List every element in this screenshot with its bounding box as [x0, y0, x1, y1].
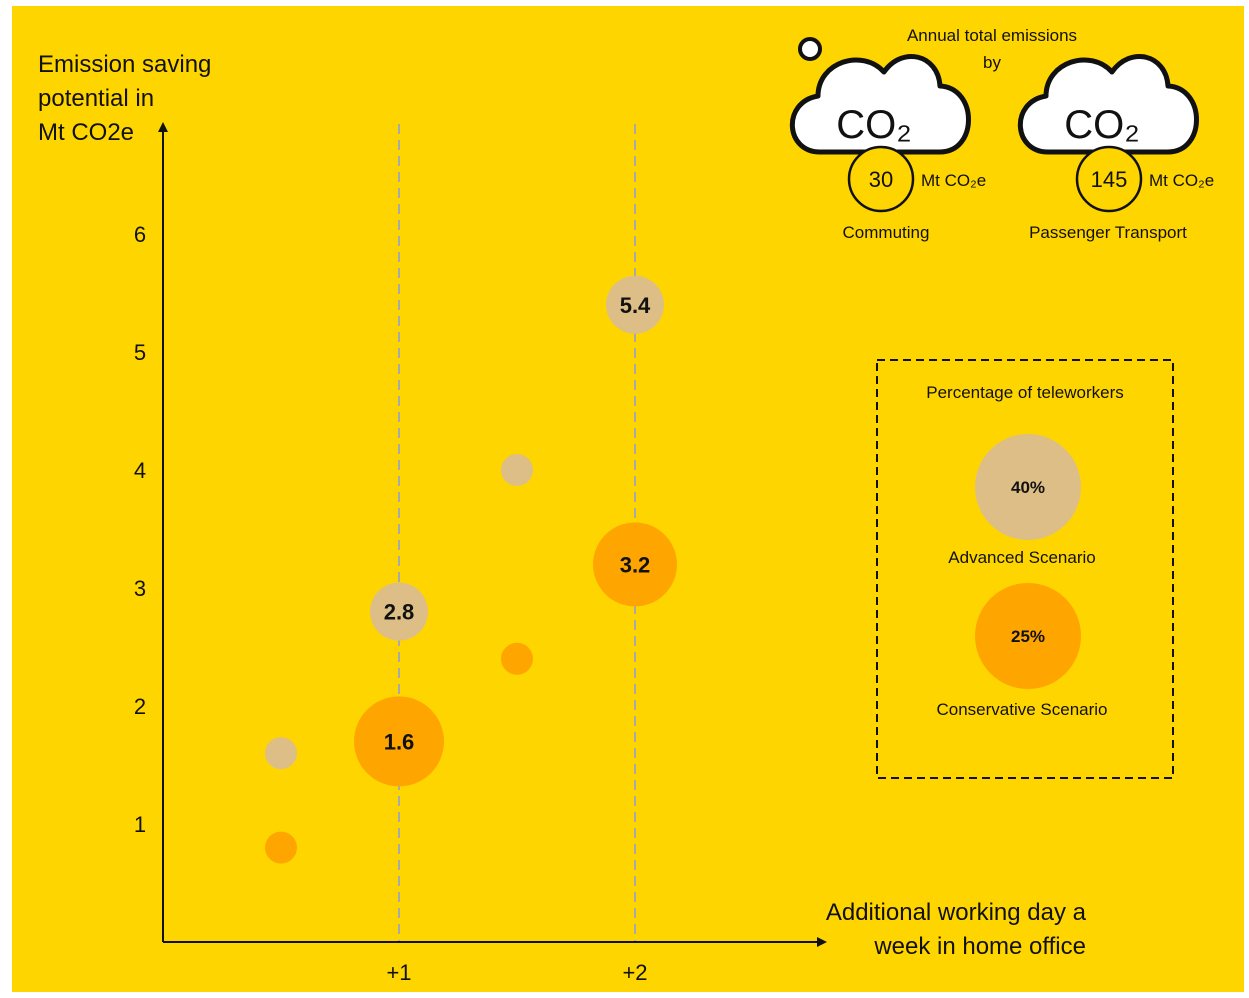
small-cloud-circle: [798, 37, 822, 61]
legend-bubble-1: [975, 434, 1081, 540]
emission-value: 145: [1091, 167, 1128, 192]
x-tick-label: +2: [622, 960, 647, 985]
emission-unit: Mt CO₂e: [1149, 171, 1214, 190]
legend-series-name: Advanced Scenario: [948, 548, 1095, 567]
emission-category-passenger-transport: Passenger Transport: [1029, 223, 1187, 242]
y-axis-label-line-1: Emission saving: [38, 51, 212, 78]
cloud-co2-text: CO₂: [1064, 103, 1140, 147]
y-tick-label: 2: [134, 694, 146, 719]
conservative-bubble: [265, 831, 297, 864]
emissions-title-line-1: Annual total emissions: [907, 26, 1077, 45]
advanced-bubble: [265, 737, 297, 770]
legend-box: [876, 359, 1174, 779]
emission-value: 30: [869, 167, 893, 192]
cloud-co2-text: CO₂: [836, 103, 912, 147]
bubble-value-label: 2.8: [384, 600, 415, 625]
y-axis-label-line-3: Mt CO2e: [38, 119, 135, 146]
y-axis-label: Emission saving potential in Mt CO2e: [38, 48, 211, 150]
emission-value-circle: [847, 145, 915, 213]
y-tick-label: 6: [134, 222, 146, 247]
emission-value-circle: [1075, 145, 1143, 213]
legend-series-name: Conservative Scenario: [936, 700, 1107, 719]
y-tick-label: 4: [134, 458, 146, 483]
cloud-icon: CO₂: [1017, 54, 1199, 155]
bubble-chart: 1 2 3 4 5 6 +1 +2 2.8 5.4 1.6 3.2 Annual total emi…: [134, 26, 1214, 985]
y-tick-label: 3: [134, 576, 146, 601]
conservative-bubble: [501, 642, 533, 675]
bubble-value-label: 3.2: [620, 552, 651, 577]
x-axis-label-line-2: week in home office: [874, 933, 1086, 960]
advanced-bubble: [370, 582, 428, 641]
chart-panel: 1 2 3 4 5 6 +1 +2 2.8 5.4 1.6 3.2 Annual total emi…: [12, 6, 1244, 992]
x-tick-label: +1: [386, 960, 411, 985]
emission-category-commuting: Commuting: [843, 223, 930, 242]
cloud-icon: CO₂: [789, 54, 971, 155]
emissions-title-line-2: by: [983, 53, 1001, 72]
bubble-value-label: 5.4: [620, 293, 651, 318]
conservative-bubble: [354, 696, 444, 787]
legend-value: 25%: [1011, 627, 1045, 646]
legend-bubble-2: [975, 583, 1081, 689]
x-axis-label: Additional working day a week in home of…: [712, 896, 1086, 964]
legend-title: Percentage of teleworkers: [926, 383, 1124, 402]
bubble-value-label: 1.6: [384, 729, 415, 754]
emission-unit: Mt CO₂e: [921, 171, 986, 190]
y-axis-label-line-2: potential in: [38, 85, 155, 112]
legend-value: 40%: [1011, 478, 1045, 497]
y-tick-label: 1: [134, 812, 146, 837]
advanced-bubble: [501, 454, 533, 486]
y-tick-label: 5: [134, 340, 146, 365]
advanced-bubble: [606, 275, 664, 334]
conservative-bubble: [593, 522, 677, 607]
x-axis-label-line-1: Additional working day a: [825, 899, 1086, 926]
